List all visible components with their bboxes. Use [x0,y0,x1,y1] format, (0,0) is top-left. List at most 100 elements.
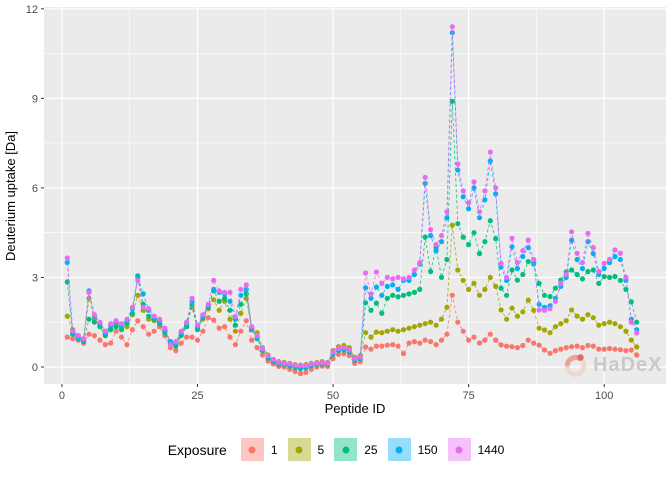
data-point [140,324,146,330]
legend-item-label: 150 [417,442,438,457]
data-point [607,274,613,280]
data-point [303,362,309,369]
data-point [579,265,586,272]
data-point [373,329,379,335]
data-point [222,295,228,301]
data-point [238,301,244,307]
legend-key-dot-icon [395,446,403,453]
data-point [373,300,379,306]
data-point [368,291,374,297]
data-point [259,352,266,358]
data-point [471,334,477,340]
data-point [205,301,211,307]
y-tick-label: 6 [32,183,38,195]
data-point [91,333,97,339]
data-point [482,239,488,245]
legend-item-exposure-150[interactable]: 150 [387,438,438,461]
data-point [634,344,640,350]
data-point [363,270,369,276]
data-point [590,245,596,251]
legend-item-exposure-25[interactable]: 25 [334,438,378,461]
data-point [460,234,466,240]
data-point [433,242,439,248]
data-point [205,315,211,321]
data-point [596,268,602,275]
data-point [498,260,504,266]
data-point [433,342,439,348]
data-point [623,328,629,334]
legend-item-exposure-1440[interactable]: 1440 [447,438,504,461]
data-point [536,307,542,313]
data-point [406,325,412,331]
data-point [493,337,499,343]
data-point [520,309,526,315]
data-point [579,259,586,266]
data-point [460,194,466,200]
data-point [623,348,629,354]
data-point [395,328,401,334]
data-point [308,366,314,372]
data-point [64,313,70,319]
data-point [607,256,613,263]
data-point [585,312,591,318]
data-point [156,316,163,322]
data-point [428,319,434,325]
data-point [108,327,114,333]
data-point [536,301,542,307]
data-point [471,280,477,286]
data-point [113,328,119,334]
data-point [558,321,564,327]
data-point [146,313,152,319]
data-point [579,316,586,322]
data-point [352,356,358,362]
data-point [525,337,531,343]
data-point [541,327,548,333]
data-point [438,239,445,245]
data-point [601,265,607,272]
data-point [276,359,282,365]
data-point [341,345,347,351]
data-point [64,255,70,261]
data-point [211,297,217,303]
data-point [547,293,553,300]
legend-key-swatch [287,438,311,461]
data-point [628,337,634,343]
data-point [449,292,455,298]
data-point [531,307,537,313]
data-point [113,324,119,330]
data-point [314,360,320,366]
data-point [520,342,526,349]
data-point [428,227,434,233]
data-point [628,299,634,305]
data-point [623,274,629,280]
data-point [373,269,379,275]
data-point [417,340,423,346]
data-point [189,334,195,340]
data-point [346,347,352,353]
data-point [634,319,640,325]
legend-item-exposure-1[interactable]: 1 [240,438,278,461]
data-point [482,188,488,194]
data-point [97,337,103,343]
legend-item-exposure-5[interactable]: 5 [287,438,324,461]
data-point [189,295,195,301]
data-point [455,161,461,167]
data-point [232,322,238,328]
data-point [487,274,493,280]
data-point [422,321,428,327]
data-point [541,292,548,298]
legend-key-swatch [334,438,358,461]
data-point [607,345,613,352]
data-point [509,235,515,241]
series-line [66,101,638,370]
data-point [514,259,521,266]
data-point [178,340,184,346]
data-point [167,342,173,348]
data-point [552,298,559,304]
data-point [292,368,298,375]
data-point [379,330,385,336]
y-tick-label: 0 [32,362,38,374]
data-point [216,298,222,304]
data-point [254,333,260,339]
data-point [151,328,157,334]
